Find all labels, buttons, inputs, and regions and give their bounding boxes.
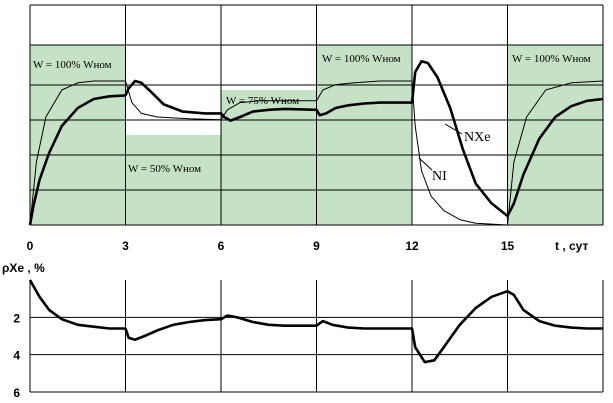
x-tick-label: 3 (122, 239, 129, 253)
y-tick-label: 6 (13, 386, 20, 400)
y-tick-label: 2 (13, 311, 20, 325)
y-axis-label: ρXe , % (2, 261, 45, 275)
x-tick-label: 9 (313, 239, 320, 253)
series-rhoXe-line (28, 279, 603, 364)
y-tick-label: 4 (13, 349, 20, 363)
power-label: W = 100% Wном (512, 53, 591, 65)
power-label: W = 50% Wном (128, 163, 201, 175)
series-NI-pointer (418, 157, 433, 171)
x-tick-label: 15 (501, 239, 515, 253)
series-NI-line (29, 80, 604, 226)
x-axis-label: t , сут (555, 239, 588, 253)
x-tick-label: 12 (405, 239, 419, 253)
power-label: W = 100% Wном (33, 59, 112, 71)
xenon-reactivity-bottom-chart: 2 4 6 ρXe , % (2, 261, 604, 400)
series-NXe-pointer (444, 123, 463, 135)
x-tick-label: 6 (218, 239, 225, 253)
power-and-xenon-top-chart: W = 100% Wном W = 50% Wном W = 75% Wном W =… (27, 4, 604, 253)
series-NXe-line (28, 59, 604, 226)
series-NI-label: NI (432, 169, 447, 184)
power-label: W = 75% Wном (226, 95, 299, 107)
x-tick-label: 0 (27, 239, 34, 253)
series-NXe-label: NXe (464, 130, 490, 145)
power-label: W = 100% Wном (322, 53, 401, 65)
